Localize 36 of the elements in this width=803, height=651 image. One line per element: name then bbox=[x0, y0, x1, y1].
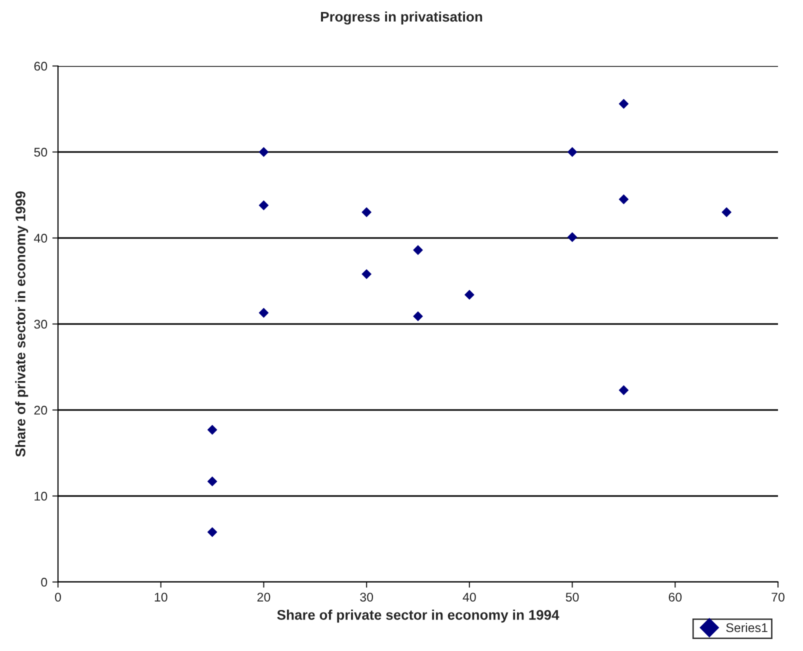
y-tick-label: 40 bbox=[34, 234, 48, 243]
point bbox=[567, 232, 578, 242]
y-axis-title: Share of private sector in economy 1999 bbox=[15, 191, 28, 457]
point bbox=[567, 147, 578, 157]
point bbox=[207, 424, 218, 435]
point bbox=[258, 308, 269, 318]
legend-label: Series1 bbox=[726, 622, 768, 632]
point bbox=[258, 200, 269, 210]
y-tick-label: 20 bbox=[34, 406, 48, 415]
x-tick-label: 60 bbox=[668, 592, 682, 602]
y-tick-label: 60 bbox=[34, 62, 48, 71]
y-tick-label: 30 bbox=[34, 320, 48, 329]
point bbox=[464, 290, 474, 300]
x-axis-title: Share of private sector in economy in 1994 bbox=[277, 610, 560, 623]
point bbox=[618, 98, 629, 109]
x-tick-label: 30 bbox=[360, 592, 374, 602]
x-tick-label: 10 bbox=[154, 592, 168, 602]
point bbox=[722, 207, 732, 218]
point bbox=[362, 269, 372, 279]
x-tick-label: 40 bbox=[462, 592, 476, 602]
point bbox=[207, 476, 218, 486]
x-tick-label: 70 bbox=[772, 592, 784, 602]
point bbox=[413, 311, 423, 322]
y-tick-label: 0 bbox=[41, 578, 48, 587]
x-tick-label: 50 bbox=[566, 592, 579, 602]
x-tick-label: 0 bbox=[55, 592, 61, 602]
point bbox=[362, 207, 372, 218]
point bbox=[618, 385, 629, 396]
point bbox=[258, 147, 269, 157]
chart-title: Progress in privatisation bbox=[321, 11, 482, 25]
x-tick-label: 20 bbox=[257, 592, 270, 602]
y-tick-label: 50 bbox=[34, 148, 48, 157]
point bbox=[413, 245, 423, 255]
point bbox=[207, 527, 218, 537]
point bbox=[618, 194, 629, 204]
y-tick-label: 10 bbox=[34, 492, 48, 501]
